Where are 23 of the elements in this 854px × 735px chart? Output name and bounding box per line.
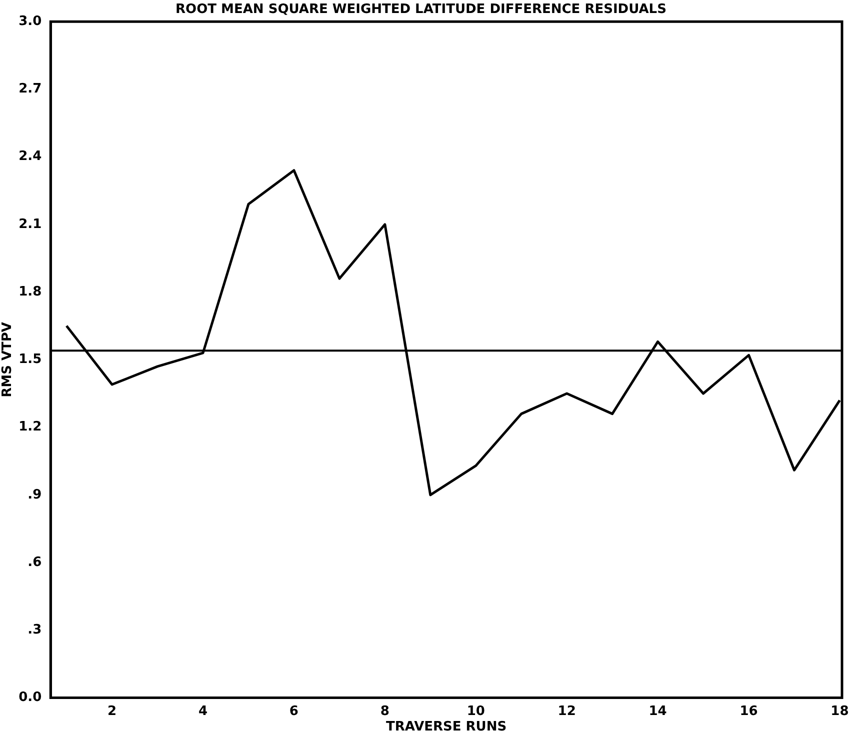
x-tick-label: 10	[466, 704, 485, 719]
y-tick-label: 1.8	[18, 284, 42, 300]
x-tick-label: 14	[648, 704, 667, 719]
y-tick-label: 2.1	[18, 216, 42, 232]
chart-title: ROOT MEAN SQUARE WEIGHTED LATITUDE DIFFERENCE RESIDUALS	[176, 2, 666, 18]
y-axis-title: RMS VTPV	[0, 322, 16, 398]
x-tick-label: 16	[740, 704, 758, 719]
x-tick-label: 4	[198, 704, 208, 719]
x-tick-label: 6	[289, 704, 298, 719]
y-tick-label: 3.0	[18, 14, 42, 29]
y-tick-label: .9	[28, 487, 42, 502]
x-tick-label: 8	[380, 704, 390, 719]
x-tick-label: 2	[108, 704, 117, 719]
y-tick-label: .6	[28, 554, 42, 570]
y-tick-label: 2.7	[18, 82, 42, 97]
y-tick-label: .3	[28, 622, 42, 638]
y-tick-label: 1.2	[18, 420, 42, 435]
x-tick-label: 18	[830, 704, 849, 719]
y-tick-label: 0.0	[18, 690, 42, 706]
x-tick-label: 12	[558, 704, 576, 719]
x-axis-title: TRAVERSE RUNS	[386, 720, 507, 735]
y-tick-label: 1.5	[18, 352, 42, 368]
y-tick-label: 2.4	[18, 149, 42, 164]
